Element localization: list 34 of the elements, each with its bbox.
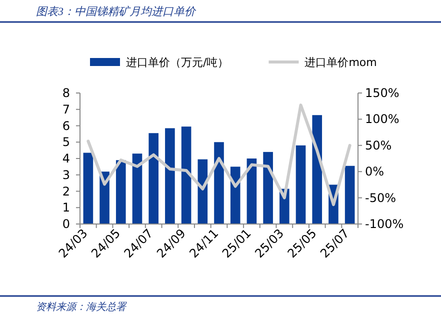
y-tick-label: 5 <box>62 135 70 150</box>
bar <box>148 133 158 224</box>
y-tick-label: 6 <box>62 118 70 133</box>
bar <box>214 142 224 224</box>
bar <box>263 152 273 224</box>
bar <box>230 166 240 224</box>
bar <box>116 160 126 224</box>
y-tick-label: 7 <box>62 102 70 116</box>
bar <box>132 154 142 224</box>
y2-tick-label: 50% <box>365 138 392 152</box>
y2-tick-label: 150% <box>365 86 400 100</box>
y2-tick-label: 0% <box>365 164 384 179</box>
legend-label: 进口单价（万元/吨） <box>126 56 229 69</box>
bar <box>344 166 355 224</box>
y2-tick-label: 100% <box>365 112 400 126</box>
bar <box>83 152 94 224</box>
bar <box>312 115 322 224</box>
legend-label: 进口单价mom <box>304 56 377 69</box>
bar <box>181 126 192 224</box>
bar <box>296 145 306 224</box>
y2-tick-label: -100% <box>365 217 404 231</box>
y2-tick-label: -50% <box>365 190 396 205</box>
bar <box>246 158 257 224</box>
y-tick-label: 3 <box>62 168 70 182</box>
text: 资料来源：海关总署 <box>36 301 127 313</box>
y-tick-label: 4 <box>62 152 70 166</box>
y-tick-label: 1 <box>62 200 70 215</box>
line-series <box>86 104 352 206</box>
y-tick-label: 0 <box>62 217 70 231</box>
y-tick-label: 2 <box>62 184 70 198</box>
bar <box>198 159 208 224</box>
y-tick-label: 8 <box>62 86 70 100</box>
chart-title: 图表3：中国锑精矿月均进口单价 <box>36 5 196 18</box>
bar <box>165 128 175 224</box>
